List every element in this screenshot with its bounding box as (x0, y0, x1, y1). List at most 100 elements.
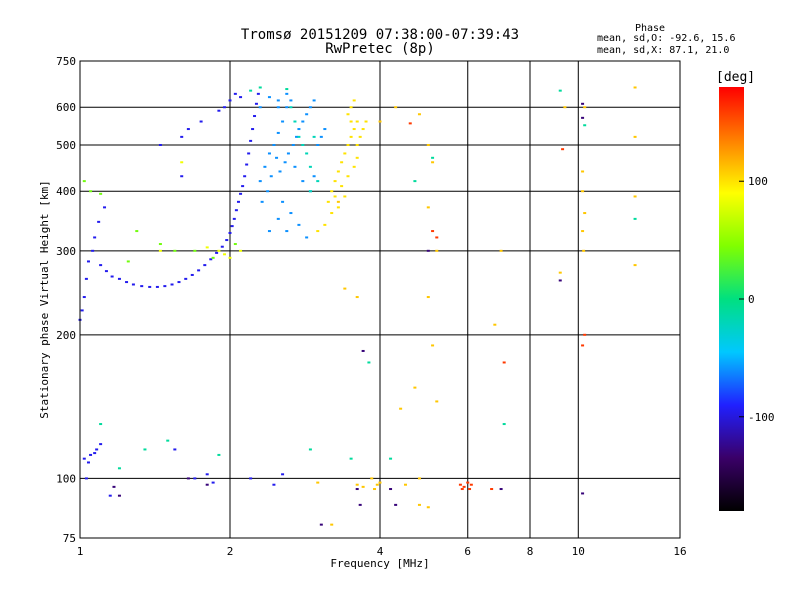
y-tick-label: 75 (63, 532, 76, 545)
data-point (346, 175, 350, 178)
data-point (186, 477, 190, 480)
data-point (281, 473, 285, 476)
data-point (197, 269, 201, 272)
colorbar-ticks: 100 0 -100 (739, 175, 775, 424)
data-point (205, 473, 209, 476)
data-point (323, 128, 327, 131)
data-point (217, 109, 221, 112)
data-point (291, 143, 295, 146)
data-point (323, 223, 327, 226)
data-point (349, 106, 353, 109)
y-tick-label: 100 (56, 472, 76, 485)
data-point (295, 135, 299, 138)
data-point (308, 190, 312, 193)
data-point (251, 128, 255, 131)
data-point (286, 152, 290, 155)
data-point (305, 113, 309, 116)
data-point (326, 200, 330, 203)
data-point (301, 143, 305, 146)
colorbar-tick-label: -100 (748, 411, 775, 424)
data-point (223, 106, 227, 109)
data-point (241, 185, 245, 188)
data-point (215, 251, 219, 254)
data-point (469, 483, 473, 486)
data-point (117, 467, 121, 470)
data-point (378, 120, 382, 123)
data-point (581, 344, 585, 347)
data-point (155, 285, 159, 288)
data-point (375, 483, 379, 486)
y-tick-label: 750 (56, 55, 76, 68)
data-point (253, 115, 257, 118)
data-point (82, 180, 86, 183)
data-point (319, 135, 323, 138)
data-point (330, 212, 334, 215)
data-point (408, 122, 412, 125)
data-point (177, 281, 181, 284)
data-point (561, 148, 565, 151)
data-point (258, 106, 262, 109)
y-tick-label: 200 (56, 329, 76, 342)
data-point (267, 152, 271, 155)
x-axis-label: Frequency [MHz] (330, 557, 429, 570)
data-point (158, 143, 162, 146)
x-tick-label: 1 (77, 545, 84, 558)
data-point (249, 477, 253, 480)
data-point (245, 163, 249, 166)
y-axis-label: Stationary phase Virtual Height [km] (38, 180, 51, 418)
data-point (170, 283, 174, 286)
data-point (558, 271, 562, 274)
data-point (426, 249, 430, 252)
data-point (349, 135, 353, 138)
data-point (417, 477, 421, 480)
data-point (269, 175, 273, 178)
data-point (426, 206, 430, 209)
data-point (462, 485, 466, 488)
y-tick-label: 300 (56, 245, 76, 258)
data-point (312, 135, 316, 138)
data-point (378, 481, 382, 484)
data-point (431, 344, 435, 347)
data-point (143, 448, 147, 451)
data-point (89, 190, 93, 193)
data-point (330, 190, 334, 193)
data-point (249, 139, 253, 142)
data-point (355, 120, 359, 123)
data-point (558, 89, 562, 92)
data-point (583, 333, 587, 336)
data-point (148, 285, 152, 288)
data-point (493, 323, 497, 326)
data-point (256, 92, 260, 95)
data-point (319, 523, 323, 526)
data-point (93, 452, 97, 455)
data-point (110, 275, 114, 278)
data-point (403, 483, 407, 486)
colorbar-tick-label: 0 (748, 293, 755, 306)
data-point (581, 170, 585, 173)
x-tick-label: 8 (527, 545, 534, 558)
data-point (263, 165, 267, 168)
data-point (312, 99, 316, 102)
data-point (361, 485, 365, 488)
data-point (228, 231, 232, 234)
x-tick-label: 4 (377, 545, 384, 558)
data-point (99, 443, 103, 446)
data-point (220, 245, 224, 248)
data-point (239, 96, 243, 99)
data-point (583, 212, 587, 215)
data-point (364, 120, 368, 123)
data-point (394, 106, 398, 109)
data-point (230, 225, 234, 228)
data-point (468, 488, 472, 491)
data-point (297, 223, 301, 226)
data-point (86, 260, 90, 263)
data-point (352, 128, 356, 131)
data-point (399, 407, 403, 410)
data-point (583, 124, 587, 127)
data-point (285, 230, 289, 233)
data-point (316, 230, 320, 233)
plot-frame (79, 60, 681, 539)
data-point (272, 143, 276, 146)
data-point (278, 170, 282, 173)
